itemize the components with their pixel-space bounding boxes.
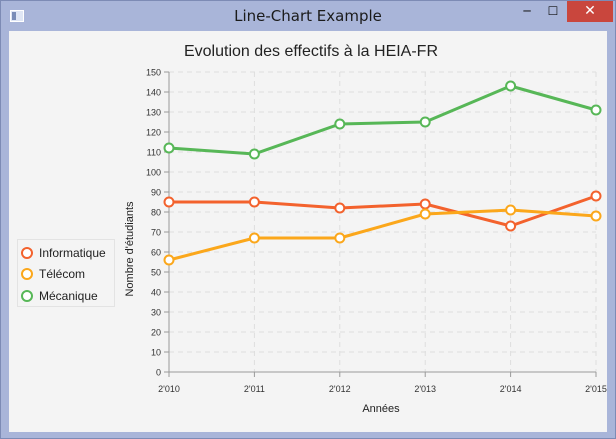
title-bar[interactable]: Line-Chart Example ─ ☐ ✕ [1,1,615,31]
series-line-informatique [169,194,597,228]
y-tick-label: 130 [146,108,161,118]
y-tick-label: 110 [147,148,161,158]
y-tick-label: 140 [146,88,161,98]
chart-area: Evolution des effectifs à la HEIA-FR 0 10… [9,31,607,432]
app-icon [10,10,24,22]
legend-marker-icon [21,247,33,259]
data-point-telecom [505,204,517,216]
series-line-telecom [168,208,597,262]
axes [164,71,597,377]
data-point-mecanique [419,116,431,128]
line-chart: Evolution des effectifs à la HEIA-FR 0 10… [124,43,607,415]
legend-label: Mécanique [39,289,98,303]
x-tick-label: 2'013 [414,384,436,394]
legend-item-informatique: Informatique [21,245,106,261]
series-lines [168,84,597,262]
legend-item-mecanique: Mécanique [21,288,98,304]
y-tick-label: 80 [151,208,161,218]
legend-label: Informatique [39,246,106,260]
y-tick-label: 70 [151,228,161,238]
series-points [163,80,602,266]
x-axis-label: Années [362,403,400,415]
data-point-informatique [590,190,602,202]
data-point-telecom [419,208,431,220]
data-point-mecanique [590,104,602,116]
y-tick-label: 100 [146,168,161,178]
y-tick-label: 0 [156,368,161,378]
maximize-button[interactable]: ☐ [547,4,559,18]
y-tick-label: 40 [151,288,161,298]
series-line-mecanique [168,84,597,156]
data-point-mecanique [163,142,175,154]
window-title: Line-Chart Example [234,7,382,25]
data-point-telecom [590,210,602,222]
y-axis-label: Nombre d'étudiants [124,201,136,297]
y-tick-label: 10 [151,348,161,358]
grid [169,71,597,372]
x-tick-label: 2'011 [244,384,265,394]
data-point-informatique [505,220,517,232]
chart-title: Evolution des effectifs à la HEIA-FR [184,43,438,60]
y-axis-ticks: 0 10 20 30 40 50 60 70 80 90 100 110 120 130 140 150 [146,68,161,378]
data-point-informatique [419,198,431,210]
legend-label: Télécom [39,267,86,281]
y-tick-label: 90 [151,188,161,198]
x-axis-ticks: 2'010 2'011 2'012 2'013 2'014 2'015 [158,384,607,394]
data-point-mecanique [505,80,517,92]
data-point-mecanique [248,148,260,160]
data-point-telecom [163,254,175,266]
y-tick-label: 20 [151,328,161,338]
y-tick-label: 30 [151,308,161,318]
x-tick-label: 2'014 [500,384,522,394]
legend: Informatique Télécom Mécanique [17,239,115,307]
data-point-mecanique [334,118,346,130]
data-point-telecom [248,232,260,244]
legend-marker-icon [21,268,33,280]
data-point-informatique [163,196,175,208]
x-tick-label: 2'015 [585,384,607,394]
data-point-informatique [248,196,260,208]
legend-item-telecom: Télécom [21,266,85,282]
data-point-informatique [334,202,346,214]
x-tick-label: 2'010 [158,384,180,394]
y-tick-label: 150 [146,68,161,78]
x-tick-label: 2'012 [329,384,351,394]
y-tick-label: 50 [151,268,161,278]
minimize-button[interactable]: ─ [523,4,531,18]
y-tick-label: 60 [151,248,161,258]
legend-marker-icon [21,290,33,302]
y-tick-label: 120 [146,128,161,138]
data-point-telecom [334,232,346,244]
close-button[interactable]: ✕ [567,1,613,22]
